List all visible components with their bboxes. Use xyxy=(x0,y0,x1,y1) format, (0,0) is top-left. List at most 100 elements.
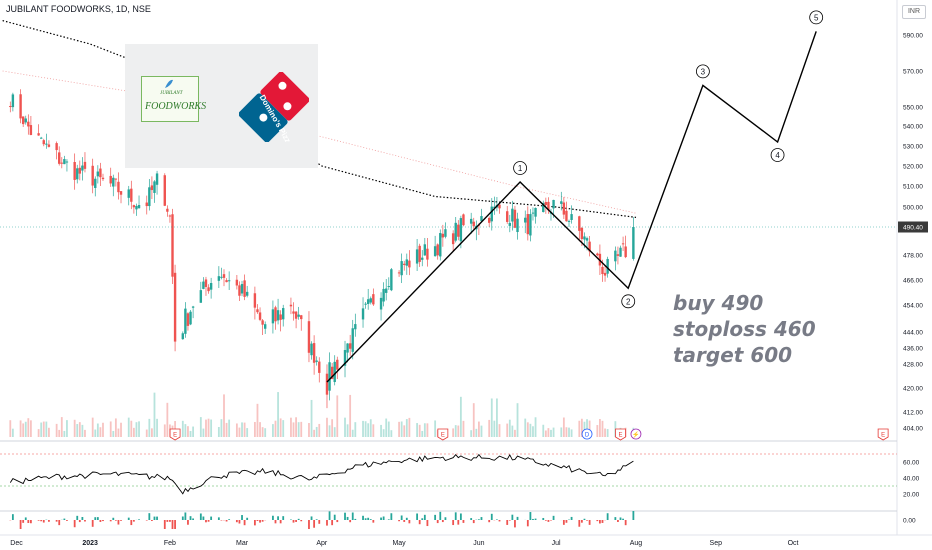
macd-bar xyxy=(444,517,447,520)
candle-body xyxy=(11,94,15,108)
volume-bar xyxy=(480,425,483,437)
time-tick-label: Oct xyxy=(788,540,799,547)
candle-body xyxy=(516,218,519,233)
candle-body xyxy=(199,290,203,303)
macd-bar xyxy=(380,517,382,520)
macd-bar xyxy=(588,520,591,525)
candle-body xyxy=(524,217,527,223)
candle-body xyxy=(227,280,231,282)
macd-bar xyxy=(109,520,112,522)
trade-note-target: target 600 xyxy=(673,343,793,367)
wave-label-5: 5 xyxy=(814,13,819,22)
volume-bar xyxy=(423,423,426,437)
price-tick-label: 454.00 xyxy=(903,303,923,310)
volume-bar xyxy=(261,427,264,437)
candle-body xyxy=(307,321,311,353)
candle-body xyxy=(73,162,76,180)
volume-bar xyxy=(181,420,184,437)
volume-bar xyxy=(532,426,534,437)
candle-body xyxy=(405,259,409,266)
time-tick-label: Aug xyxy=(630,540,643,547)
macd-bar xyxy=(619,517,622,520)
macd-bar xyxy=(94,517,97,520)
candle-body xyxy=(328,362,331,391)
price-tick-label: 530.00 xyxy=(903,144,923,151)
volume-bar xyxy=(130,420,133,437)
volume-bar xyxy=(94,429,97,437)
macd-bar xyxy=(544,520,547,521)
wave-label-2: 2 xyxy=(626,297,631,306)
macd-bar xyxy=(11,514,14,520)
candle-body xyxy=(480,216,483,222)
volume-bar xyxy=(544,430,547,437)
volume-bar xyxy=(223,394,225,437)
macd-bar xyxy=(300,520,303,522)
macd-bar xyxy=(117,520,120,525)
candle-body xyxy=(184,308,187,334)
volume-bar xyxy=(166,402,169,437)
candle-body xyxy=(163,175,166,206)
macd-bar xyxy=(632,511,635,520)
candle-body xyxy=(45,143,48,145)
macd-bar xyxy=(199,513,202,520)
candle-body xyxy=(114,178,118,180)
volume-bar xyxy=(403,425,406,437)
candle-body xyxy=(544,201,548,205)
volume-bar xyxy=(599,419,601,437)
price-tick-label: 550.00 xyxy=(903,105,923,112)
volume-bar xyxy=(315,426,318,437)
candle-body xyxy=(606,258,609,274)
volume-bar xyxy=(9,420,12,437)
macd-bar xyxy=(243,520,246,526)
macd-bar xyxy=(452,520,455,526)
volume-bar xyxy=(508,419,511,437)
volume-bar xyxy=(238,427,241,437)
candle-body xyxy=(94,178,97,188)
volume-bar xyxy=(313,429,316,437)
currency-button[interactable]: INR xyxy=(902,5,926,19)
macd-bar xyxy=(112,517,115,520)
candle-body xyxy=(148,187,151,207)
candle-body xyxy=(245,291,249,296)
candle-body xyxy=(109,175,112,184)
jubilant-logo: JUBILANT FOODWORKS xyxy=(141,76,206,122)
candle-body xyxy=(240,284,244,294)
wave-label-3: 3 xyxy=(701,67,706,76)
candle-body xyxy=(65,161,69,163)
candle-body xyxy=(276,310,280,321)
macd-bar xyxy=(274,520,277,524)
candle-body xyxy=(439,233,442,257)
macd-bar xyxy=(514,520,516,528)
candle-body xyxy=(256,309,259,313)
volume-bar xyxy=(477,421,480,437)
candle-body xyxy=(263,324,267,329)
macd-bar xyxy=(601,520,604,523)
candle-body xyxy=(346,343,349,353)
macd-bar xyxy=(184,512,187,520)
candle-body xyxy=(632,227,635,259)
volume-bar xyxy=(560,427,563,437)
macd-bar xyxy=(297,518,300,520)
trade-note-stoploss: stoploss 460 xyxy=(673,317,816,341)
volume-bar xyxy=(210,419,213,437)
candle-body xyxy=(202,281,205,289)
volume-bar xyxy=(604,428,606,437)
macd-bar xyxy=(189,516,192,520)
macd-bar xyxy=(333,514,336,520)
price-tick-label: 420.00 xyxy=(903,386,923,393)
candle-body xyxy=(258,312,262,320)
volume-bar xyxy=(580,418,583,437)
volume-bar xyxy=(326,417,328,437)
macd-bar xyxy=(459,513,462,520)
candle-body xyxy=(369,298,372,303)
macd-bar xyxy=(532,518,534,520)
volume-bar xyxy=(109,421,112,437)
candle-body xyxy=(325,373,329,395)
candle-body xyxy=(354,324,357,330)
macd-bar xyxy=(326,520,328,526)
macd-bar xyxy=(441,520,444,523)
elliott-wave-path xyxy=(326,31,817,383)
candle-body xyxy=(173,272,177,342)
macd-bar xyxy=(578,520,581,527)
